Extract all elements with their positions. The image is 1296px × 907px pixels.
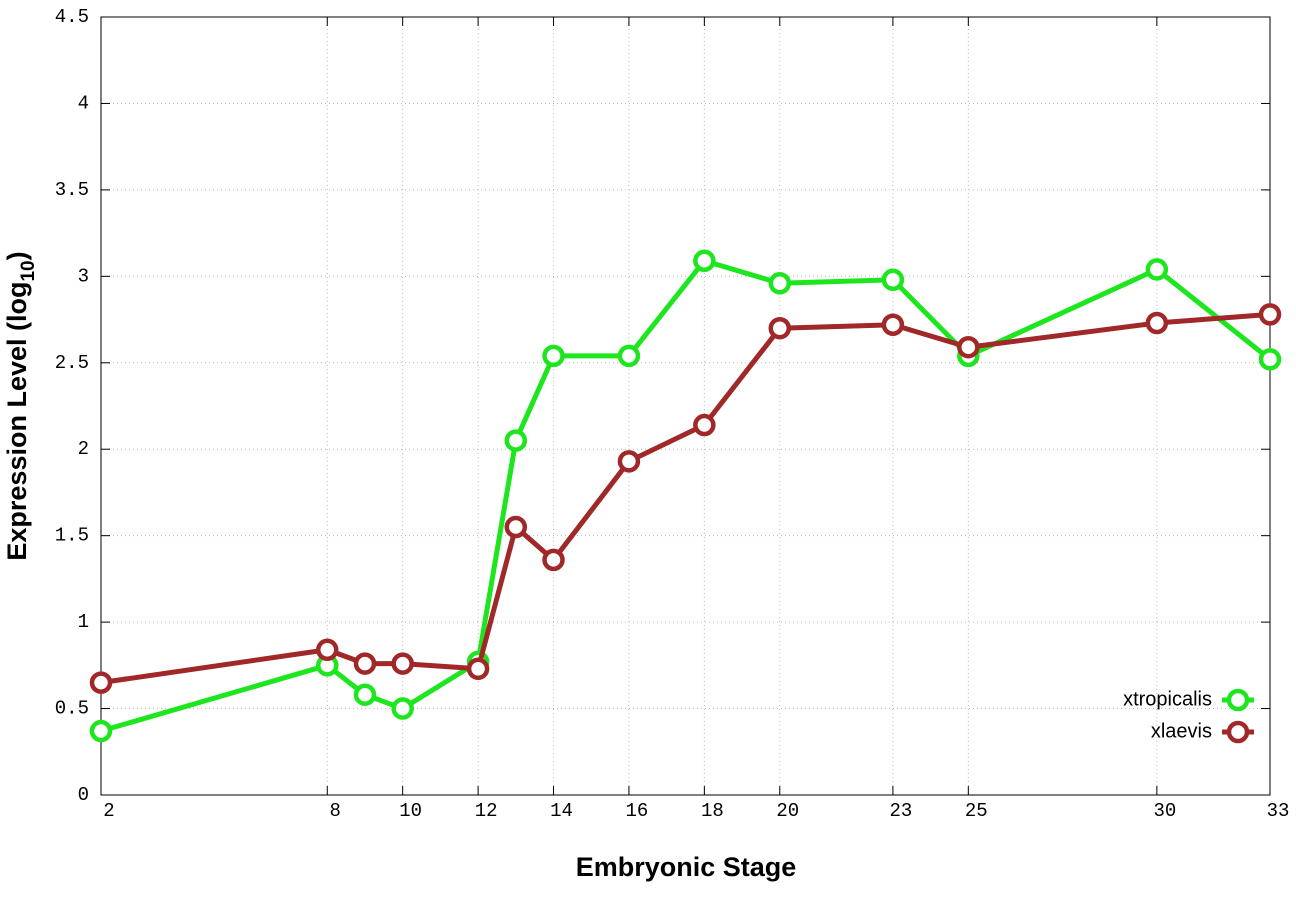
y-tick-label: 3 [78,265,89,287]
data-point [693,249,716,273]
legend-marker [1226,720,1250,744]
x-tick-label: 16 [626,800,649,822]
x-axis-title: Embryonic Stage [576,852,797,882]
data-point [957,335,980,359]
data-point [504,429,528,452]
data-point [1258,348,1282,371]
data-point [1145,311,1169,335]
data-point [316,638,339,662]
data-point [542,548,565,572]
data-point [391,697,414,720]
data-point [504,515,528,539]
data-point [881,313,905,336]
data-point [89,719,113,743]
data-point [768,271,792,295]
y-tick-label: 0 [78,784,89,806]
x-tick-label: 10 [399,800,422,822]
x-tick-label: 8 [330,800,341,822]
x-tick-label: 14 [550,800,573,822]
y-tick-label: 4 [78,92,89,114]
legend-marker [1226,688,1250,712]
data-point [353,683,377,706]
plot-border [100,16,1271,796]
data-point [391,652,414,675]
y-tick-label: 2.5 [55,352,89,374]
data-point [617,450,641,473]
y-tick-label: 1.5 [55,525,89,547]
x-tick-label: 33 [1267,800,1290,822]
x-tick-label: 25 [965,800,988,822]
data-point [768,316,792,340]
x-tick-label: 23 [889,800,912,822]
data-point [1145,258,1169,281]
data-point [89,671,113,694]
x-tick-label: 2 [103,800,114,822]
data-point [353,652,377,675]
legend-label: xlaevis [1151,720,1212,742]
x-tick-label: 30 [1153,800,1176,822]
y-tick-label: 2 [78,438,89,460]
x-tick-label: 20 [776,800,799,822]
data-point [617,344,641,368]
y-tick-label: 1 [78,611,89,633]
data-point [1258,303,1282,326]
data-point [466,657,490,681]
y-axis-title-subscript: 10 [18,260,39,281]
y-axis-title: Expression Level (log10) [2,251,39,560]
x-tick-label: 12 [475,800,498,822]
x-tick-label: 18 [701,800,724,822]
y-tick-label: 4.5 [55,6,89,28]
data-point [881,268,905,292]
data-point [542,344,565,368]
y-tick-label: 3.5 [55,179,89,201]
y-axis-title-suffix: ) [2,251,32,260]
legend-label: xtropicalis [1123,688,1212,710]
y-tick-label: 0.5 [55,698,89,720]
y-axis-title-text: Expression Level (log [2,282,32,561]
data-point [693,413,716,437]
series-line [100,311,1271,686]
